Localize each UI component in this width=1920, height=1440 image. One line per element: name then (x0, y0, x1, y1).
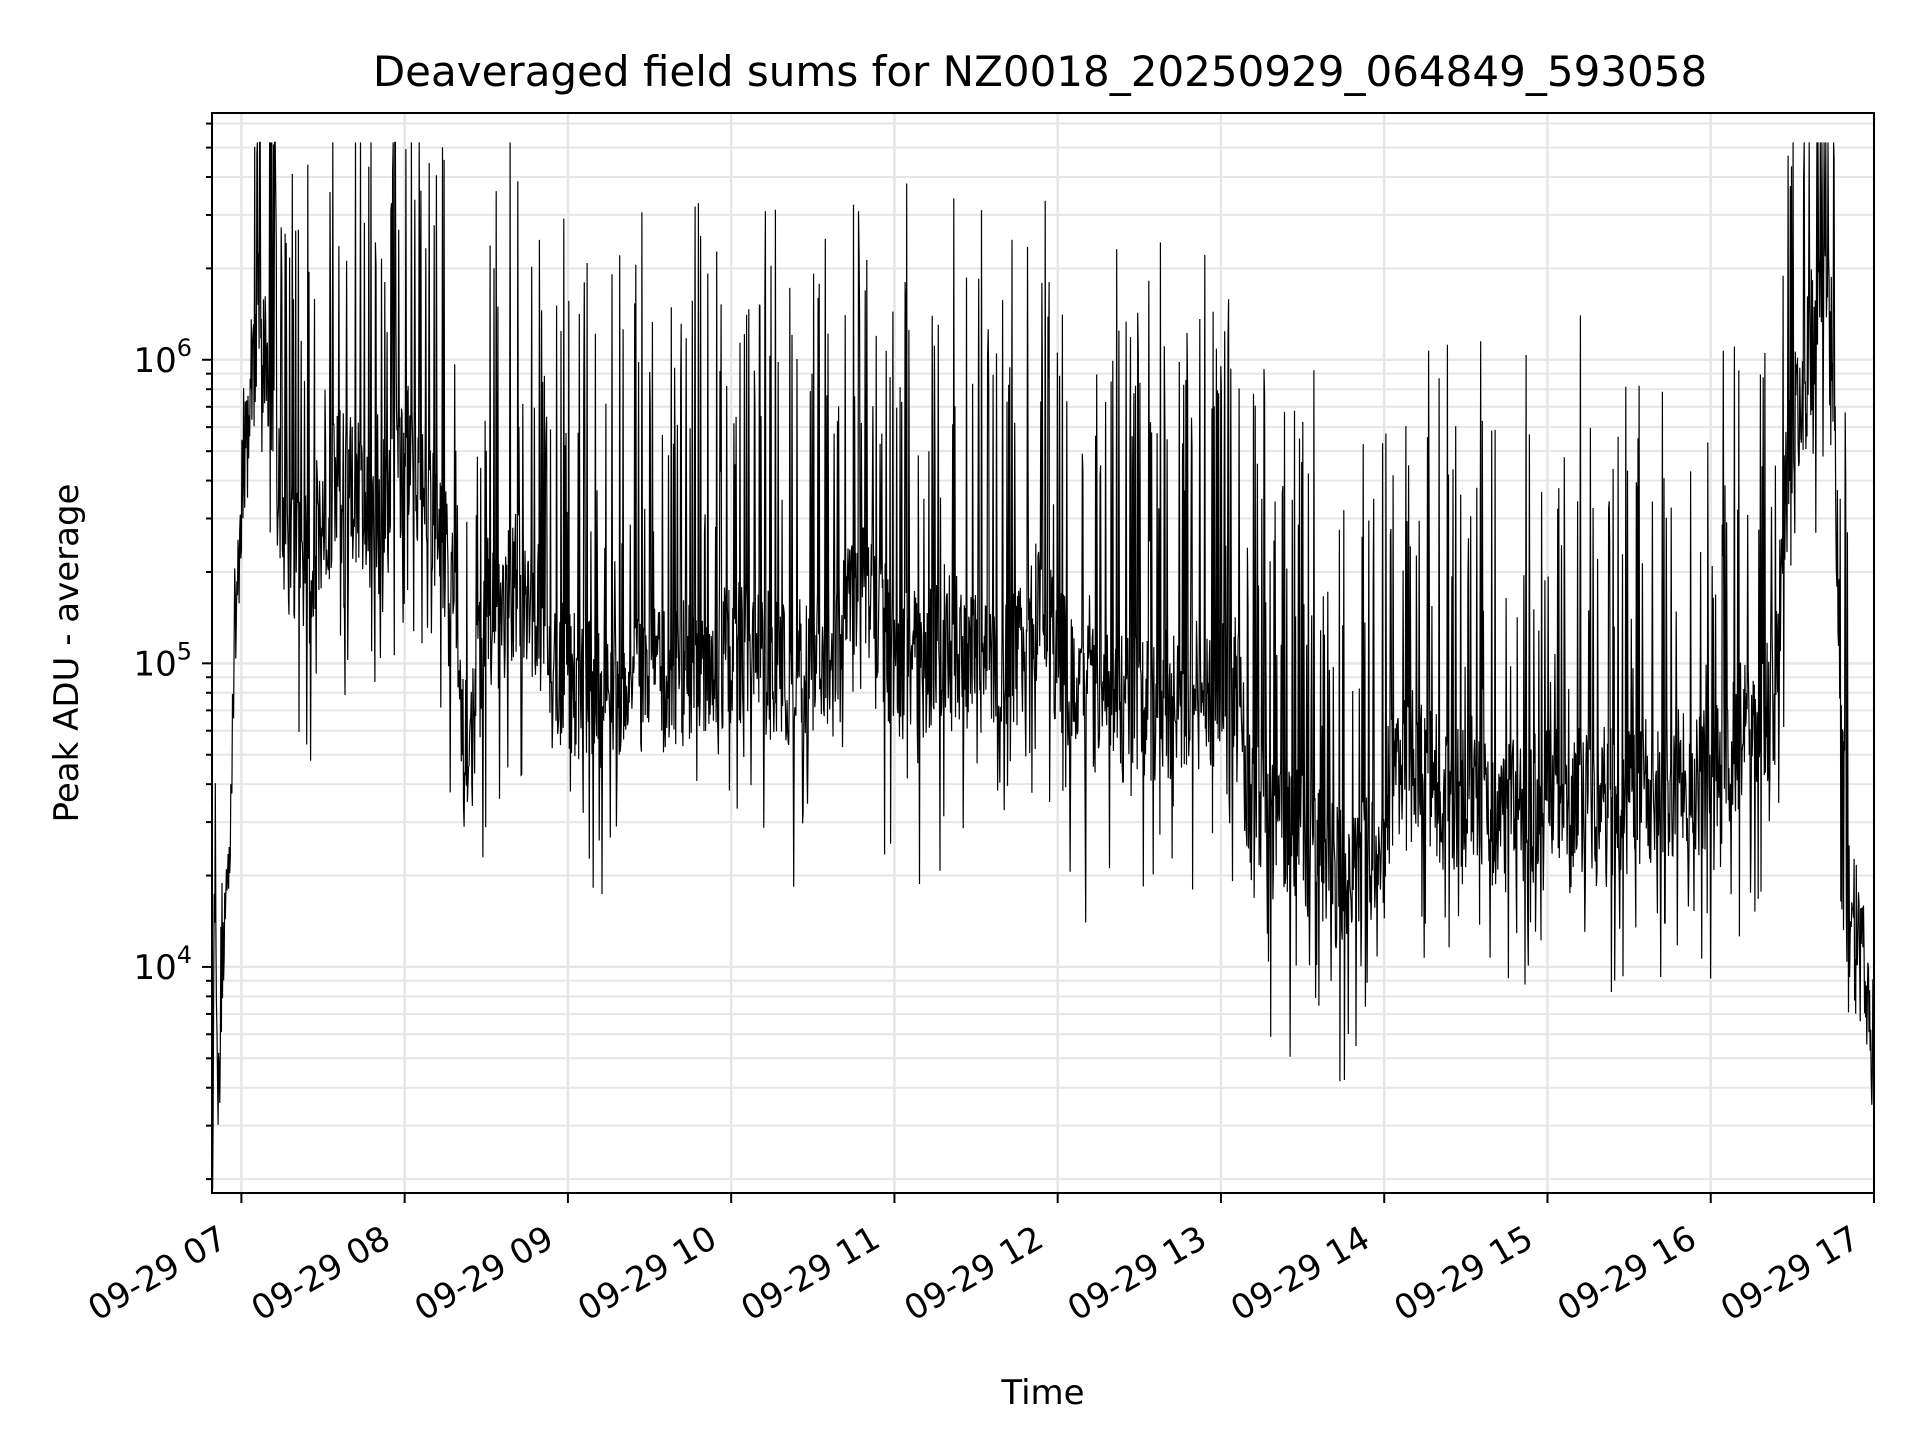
x-axis-label: Time (1000, 1373, 1084, 1413)
y-tick-label: 105 (133, 637, 192, 684)
y-axis: 104 105 106 (133, 122, 212, 1181)
chart-title: Deaveraged field sums for NZ0018_2025092… (373, 47, 1707, 96)
y-tick-label: 104 (133, 941, 192, 988)
y-tick-label: 106 (133, 334, 192, 381)
y-axis-label: Peak ADU - average (47, 484, 87, 823)
plot-frame (211, 112, 1875, 1194)
plot-area (211, 141, 1875, 1190)
series-line (211, 141, 1875, 1190)
